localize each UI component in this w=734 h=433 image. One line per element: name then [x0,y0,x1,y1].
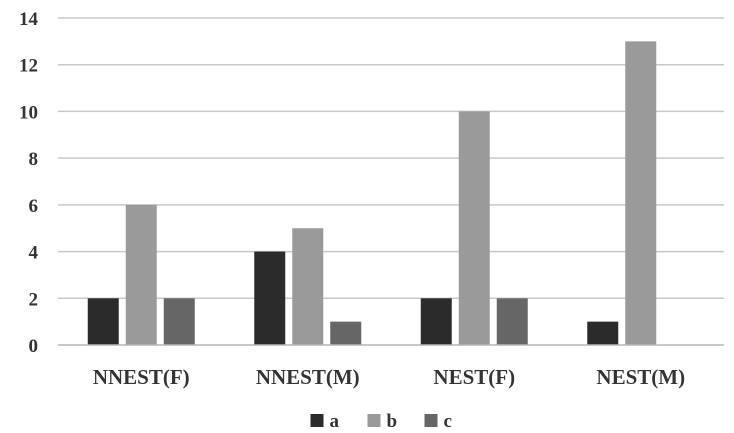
bar-a-3 [587,321,619,345]
x-category-label: NEST(F) [433,365,515,389]
legend-label-b: b [387,411,398,432]
legend-label-a: a [330,411,340,432]
y-tick-label: 12 [19,56,38,77]
y-axis-ticks: 0 2 4 6 8 10 12 14 [19,9,39,357]
bar-a-0 [87,298,119,345]
bar-c-1 [330,321,362,345]
bar-b-2 [458,111,490,345]
legend-swatch-c [424,414,438,427]
bars [87,41,657,345]
x-category-label: NEST(M) [596,365,685,389]
legend-label-c: c [444,411,452,432]
bar-a-1 [254,251,286,345]
y-tick-label: 0 [29,336,39,357]
y-tick-label: 2 [29,289,39,310]
x-category-label: NNEST(F) [93,365,190,389]
y-tick-label: 10 [19,102,38,123]
x-category-label: NNEST(M) [256,365,360,389]
x-axis-categories: NNEST(F) NNEST(M) NEST(F) NEST(M) [93,365,685,389]
legend-swatch-a [310,414,324,427]
y-tick-label: 8 [29,149,39,170]
bar-a-2 [420,298,452,345]
bar-c-2 [496,298,528,345]
y-tick-label: 6 [29,196,39,217]
y-tick-label: 14 [19,9,39,30]
bar-c-0 [163,298,195,345]
bar-b-0 [125,204,157,345]
legend-swatch-b [367,414,381,427]
legend: a b c [310,411,452,432]
gridlines [58,17,724,300]
bar-b-1 [292,228,324,345]
bar-b-3 [625,41,657,345]
y-tick-label: 4 [29,243,39,264]
